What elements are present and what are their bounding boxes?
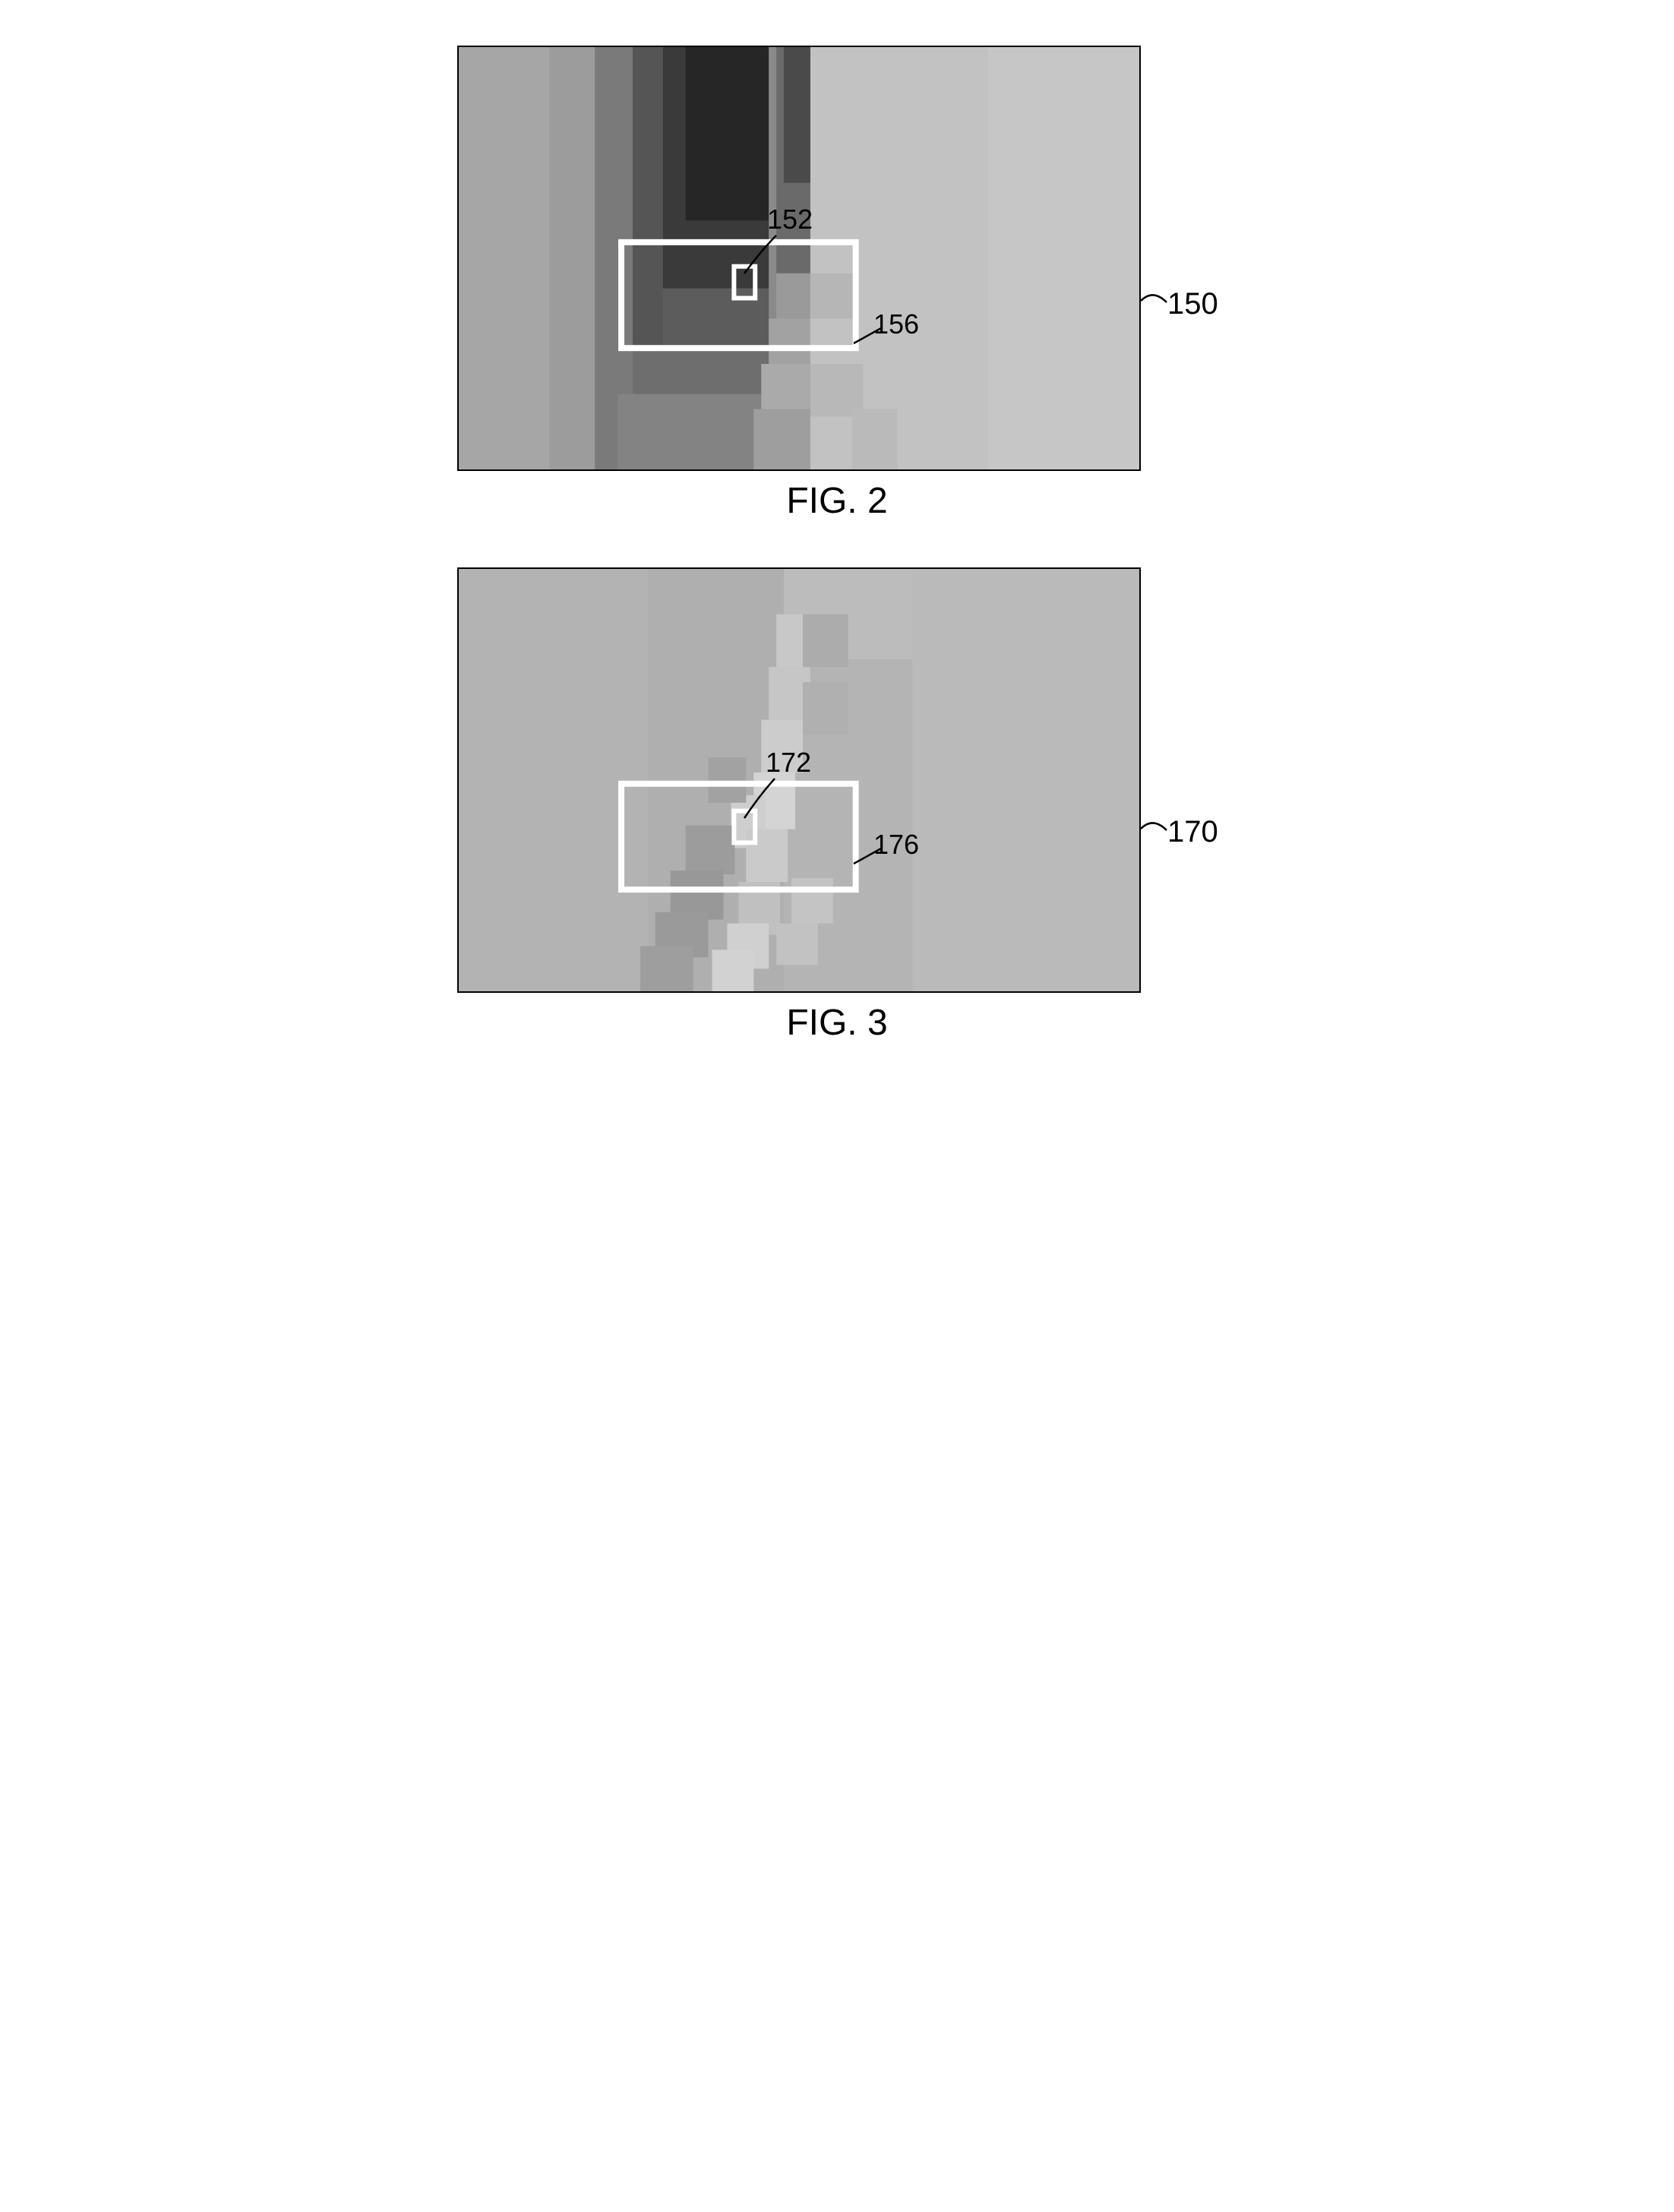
figure-2-inner-box-label: 152 [767,204,813,235]
figure-2-panel-label: 150 [1167,287,1218,321]
figure-2-outer-box-label: 156 [873,308,919,340]
figure-2-background [459,47,1139,469]
figure-3-background [459,569,1139,991]
figure-2-panel [457,46,1141,471]
figure-2-caption: FIG. 2 [457,480,1217,522]
figure-2: 152 156 150 FIG. 2 [457,46,1217,522]
figure-3: 172 176 170 FIG. 3 [457,567,1217,1044]
figure-3-caption: FIG. 3 [457,1002,1217,1044]
figure-3-panel [457,567,1141,993]
figure-3-panel-label: 170 [1167,815,1218,849]
figure-3-inner-box-label: 172 [766,747,811,779]
figure-3-outer-box-label: 176 [873,829,919,861]
